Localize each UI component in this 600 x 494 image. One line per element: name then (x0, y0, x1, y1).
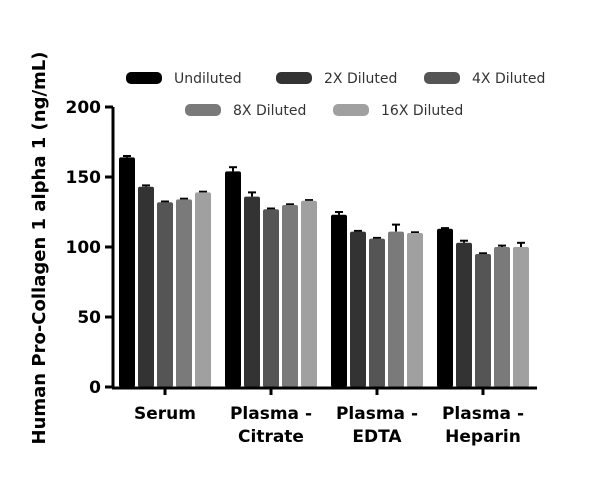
x-tick-label: Plasma - (442, 404, 524, 424)
x-axis: Serum Plasma - Citrate Plasma - EDTA Plasma -… (112, 386, 537, 447)
x-tick-label: EDTA (352, 427, 402, 447)
bar (437, 228, 453, 387)
bar (138, 186, 154, 387)
legend-swatch (185, 104, 221, 116)
bar (475, 254, 491, 387)
legend-label: 16X Diluted (381, 103, 463, 119)
bar (350, 231, 366, 387)
y-tick-label: 200 (66, 98, 102, 118)
bar (176, 199, 192, 387)
x-tick-label: Plasma - (336, 404, 418, 424)
bar (282, 205, 298, 387)
y-tick-label: 150 (66, 168, 102, 188)
bar (301, 200, 317, 387)
legend-label: Undiluted (174, 71, 242, 87)
legend-swatch (424, 72, 460, 84)
y-tick-label: 100 (66, 238, 102, 258)
x-tick-label: Serum (134, 404, 196, 424)
bar (119, 157, 135, 387)
y-axis: 0 50 100 150 200 (66, 98, 115, 398)
bar (263, 209, 279, 387)
bar (225, 171, 241, 387)
bar (456, 242, 472, 387)
legend: Undiluted 2X Diluted 4X Diluted 8X Diluted 1… (126, 71, 545, 119)
x-tick-label: Citrate (238, 427, 304, 447)
y-axis-label: Human Pro-Collagen 1 alpha 1 (ng/mL) (29, 52, 50, 445)
bar (369, 238, 385, 387)
y-tick-label: 50 (77, 308, 101, 328)
legend-label: 2X Diluted (324, 71, 397, 87)
bars (119, 155, 529, 387)
bar (407, 233, 423, 387)
legend-label: 4X Diluted (472, 71, 545, 87)
bar (388, 231, 404, 387)
bar (195, 192, 211, 387)
bar (157, 202, 173, 387)
x-tick-label: Heparin (445, 427, 521, 447)
legend-swatch (276, 72, 312, 84)
y-tick-label: 0 (89, 378, 101, 398)
bar (494, 247, 510, 387)
bar (244, 196, 260, 387)
x-tick-label: Plasma - (230, 404, 312, 424)
legend-swatch (126, 72, 162, 84)
bar (513, 247, 529, 387)
legend-label: 8X Diluted (233, 103, 306, 119)
legend-swatch (333, 104, 369, 116)
bar (331, 214, 347, 387)
